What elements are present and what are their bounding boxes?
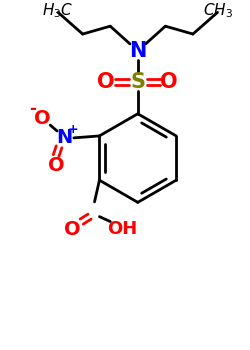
Text: S: S — [130, 72, 145, 92]
Text: N: N — [56, 128, 72, 147]
Text: +: + — [68, 122, 78, 135]
Text: O: O — [48, 156, 64, 175]
Text: O: O — [160, 72, 178, 92]
Text: -: - — [29, 100, 36, 118]
Text: O: O — [64, 220, 80, 239]
Text: O: O — [34, 109, 51, 128]
Text: O: O — [98, 72, 115, 92]
Text: $H_3C$: $H_3C$ — [42, 1, 74, 20]
Text: $CH_3$: $CH_3$ — [202, 1, 232, 20]
Text: OH: OH — [107, 220, 137, 238]
Text: N: N — [129, 41, 146, 61]
